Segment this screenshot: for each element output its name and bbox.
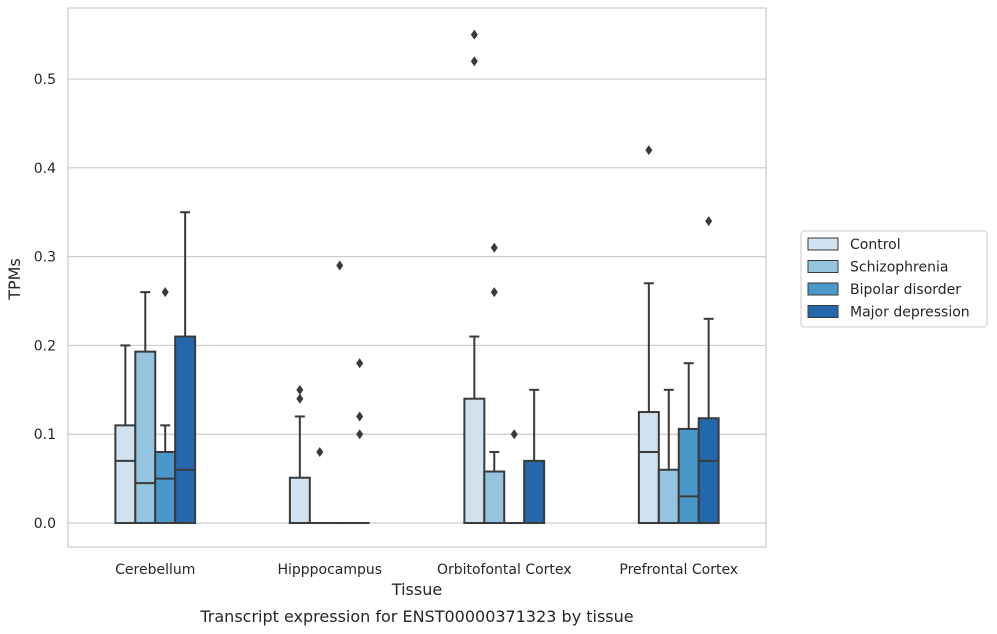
outlier-point	[161, 287, 169, 298]
box-body	[174, 335, 197, 525]
x-tick-label: Hipppocampus	[277, 562, 382, 578]
outlier-point	[296, 384, 304, 395]
legend-swatch	[807, 305, 839, 318]
legend-swatch	[807, 237, 839, 251]
legend-label: Major depression	[850, 305, 970, 321]
box-body	[657, 468, 680, 525]
box-body	[134, 350, 157, 525]
box-1-1	[309, 446, 330, 525]
box-body	[154, 450, 177, 525]
chart-caption: Transcript expression for ENST0000037132…	[199, 607, 633, 626]
legend-swatch	[807, 282, 839, 296]
box-3-0	[174, 211, 197, 525]
x-tick-label: Prefrontal Cortex	[619, 562, 738, 578]
box-1-0	[134, 291, 157, 525]
outlier-point	[296, 393, 304, 404]
box-0-0	[114, 344, 137, 525]
box-3-1	[349, 358, 370, 525]
plot-frame	[67, 7, 767, 548]
outlier-point	[705, 216, 713, 227]
y-tick-label: 0.2	[34, 338, 56, 354]
outlier-point	[356, 429, 364, 440]
box-body	[483, 470, 506, 525]
legend-label: Schizophrenia	[850, 260, 948, 276]
x-tick-label: Orbitofontal Cortex	[437, 562, 572, 578]
box-body	[523, 459, 546, 525]
box-3-2	[523, 388, 546, 525]
legend-frame	[800, 230, 988, 328]
box-3-3	[697, 216, 720, 525]
box-1-2	[483, 242, 506, 525]
outlier-point	[356, 411, 364, 422]
box-body	[677, 427, 700, 525]
box-1-3	[657, 388, 680, 525]
x-tick-labels: Cerebellum Hipppocampus Orbitofontal Corte…	[115, 562, 738, 578]
box-0-3	[637, 145, 660, 525]
outlier-point	[470, 56, 478, 67]
legend-label: Control	[850, 237, 901, 253]
box-2-1	[329, 260, 350, 525]
box-0-2	[463, 29, 486, 525]
y-tick-label: 0.4	[34, 161, 56, 177]
outlier-point	[645, 145, 653, 156]
outlier-point	[490, 242, 498, 253]
legend-swatch	[807, 260, 839, 273]
box-body	[697, 417, 720, 525]
y-tick-labels: 0.0 0.1 0.2 0.3 0.4 0.5	[34, 72, 56, 532]
y-tick-label: 0.5	[34, 72, 56, 88]
outlier-point	[510, 429, 518, 440]
box-2-2	[504, 429, 525, 525]
y-tick-label: 0.0	[34, 516, 56, 532]
y-tick-label: 0.3	[34, 250, 56, 266]
box-body	[637, 411, 660, 525]
outlier-point	[356, 358, 364, 369]
x-tick-label: Cerebellum	[115, 562, 195, 578]
box-0-1	[288, 384, 311, 525]
outlier-point	[470, 29, 478, 40]
x-axis-title: Tissue	[391, 580, 442, 599]
y-axis-title: TPMs	[5, 258, 24, 301]
box-body	[114, 424, 137, 525]
outlier-point	[316, 446, 324, 457]
legend-label: Bipolar disorder	[850, 282, 961, 298]
boxes	[114, 29, 720, 525]
box-body	[288, 476, 311, 525]
box-2-0	[154, 287, 177, 525]
box-body	[463, 397, 486, 525]
legend: Control Schizophrenia Bipolar disorder Majo…	[800, 230, 988, 328]
y-tick-label: 0.1	[34, 427, 56, 443]
outlier-point	[336, 260, 344, 271]
outlier-point	[490, 287, 498, 298]
